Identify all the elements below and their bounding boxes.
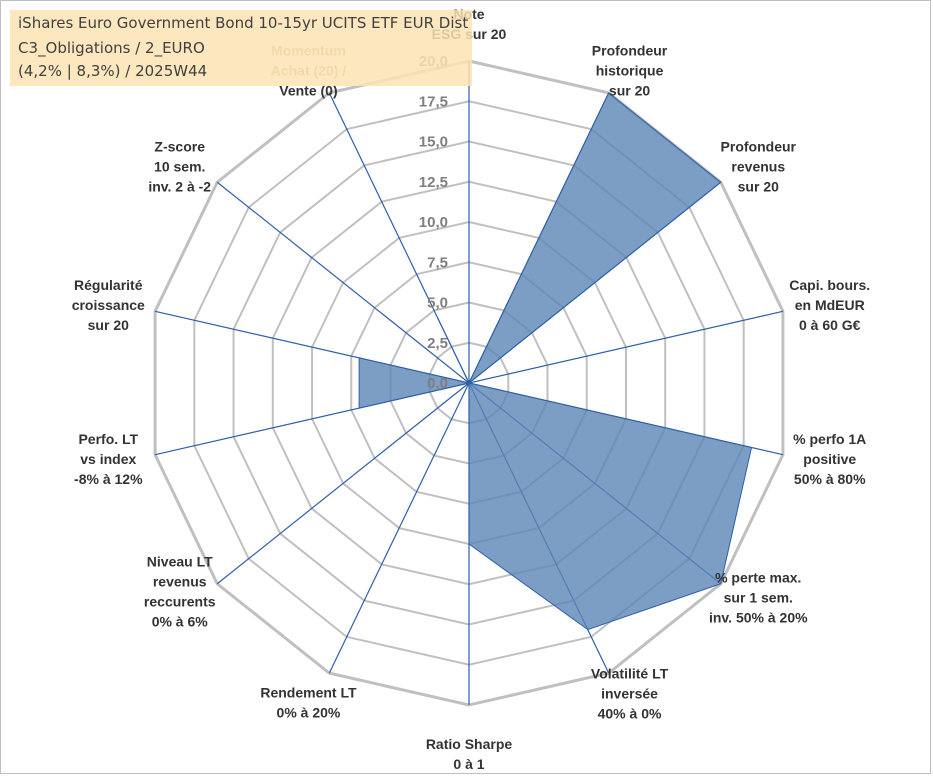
tick-label-0: 0,0 (427, 375, 448, 392)
axis-label-4-line-1: positive (803, 451, 856, 467)
axis-label-8-line-1: 0% à 20% (277, 705, 341, 721)
tick-label-5: 12,5 (419, 174, 448, 191)
axis-label-1-line-0: Profondeur (592, 42, 668, 58)
spoke-9 (216, 382, 470, 585)
spoke-8 (328, 382, 470, 674)
tick-label-2: 5,0 (427, 295, 448, 312)
axis-label-4-line-2: 50% à 80% (794, 471, 866, 487)
chart-title-line-1: iShares Euro Government Bond 10-15yr UCI… (18, 14, 469, 32)
axis-label-7: Ratio Sharpe 0 à 1 (426, 736, 513, 772)
axis-label-11: Régularité croissance sur 20 (72, 277, 145, 333)
axis-label-10-line-1: vs index (80, 451, 136, 467)
axis-label-8-line-0: Rendement LT (260, 685, 357, 701)
axis-label-2-line-0: Profondeur (721, 138, 797, 154)
axis-label-3: Capi. bours. en MdEUR 0 à 60 G€ (789, 277, 870, 333)
axis-label-9-line-1: revenus (153, 573, 207, 589)
tick-label-1: 2,5 (427, 335, 448, 352)
axis-label-5-line-0: % perte max. (715, 570, 801, 586)
axis-label-6-line-0: Volatilité LT (591, 666, 669, 682)
axis-label-6-line-2: 40% à 0% (598, 706, 662, 722)
axis-label-12-line-0: Z-score (154, 138, 205, 154)
axis-label-1-line-2: sur 20 (609, 82, 650, 98)
axis-label-6-line-1: inversée (601, 686, 658, 702)
axis-label-4-line-0: % perfo 1A (793, 431, 866, 447)
axis-label-12-line-1: 10 sem. (154, 158, 205, 174)
axis-label-8: Rendement LT 0% à 20% (260, 685, 357, 721)
axis-label-4: % perfo 1A positive 50% à 80% (793, 431, 866, 487)
title-box (10, 10, 472, 86)
axis-label-10-line-2: -8% à 12% (74, 471, 143, 487)
axis-label-3-line-1: en MdEUR (795, 297, 865, 313)
chart-title-line-3: (4,2% | 8,3%) / 2025W44 (18, 62, 208, 80)
chart-title-line-2: C3_Obligations / 2_EURO (18, 39, 205, 57)
axis-label-12-line-2: inv. 2 à -2 (148, 178, 211, 194)
tick-label-7: 17,5 (419, 93, 448, 110)
axis-label-5-line-2: inv. 50% à 20% (709, 610, 808, 626)
tick-label-4: 10,0 (419, 214, 448, 231)
axis-label-3-line-2: 0 à 60 G€ (799, 317, 861, 333)
spoke-3 (468, 310, 784, 384)
axis-label-9-line-3: 0% à 6% (152, 613, 209, 629)
axis-label-11-line-0: Régularité (74, 277, 143, 293)
axis-label-10: Perfo. LT vs index -8% à 12% (74, 431, 143, 487)
axis-label-1-line-1: historique (596, 62, 664, 78)
axis-label-9: Niveau LT revenus reccurents 0% à 6% (144, 553, 216, 629)
axis-label-3-line-0: Capi. bours. (789, 277, 870, 293)
axis-label-6: Volatilité LT inversée 40% à 0% (591, 666, 669, 722)
axis-label-11-line-2: sur 20 (88, 317, 129, 333)
axis-label-7-line-1: 0 à 1 (453, 756, 484, 772)
tick-label-3: 7,5 (427, 254, 448, 271)
tick-label-6: 15,0 (419, 134, 448, 151)
axis-label-2: Profondeur revenus sur 20 (721, 138, 797, 194)
axis-label-9-line-0: Niveau LT (147, 553, 213, 569)
axis-label-9-line-2: reccurents (144, 593, 216, 609)
axis-label-7-line-0: Ratio Sharpe (426, 736, 513, 752)
axis-label-10-line-0: Perfo. LT (78, 431, 138, 447)
axis-label-2-line-1: revenus (731, 158, 785, 174)
axis-label-12: Z-score 10 sem. inv. 2 à -2 (148, 138, 211, 194)
radar-series (358, 92, 753, 631)
axis-label-13-line-2: Vente (0) (279, 82, 337, 98)
axis-label-11-line-1: croissance (72, 297, 145, 313)
axis-label-5: % perte max. sur 1 sem. inv. 50% à 20% (709, 570, 808, 626)
axis-label-2-line-2: sur 20 (738, 178, 779, 194)
series-area (358, 92, 753, 631)
axis-label-5-line-1: sur 1 sem. (724, 590, 793, 606)
axis-label-1: Profondeur historique sur 20 (592, 42, 668, 98)
spoke-12 (216, 181, 470, 384)
radial-tick-labels: 0,02,55,07,510,012,515,017,520,0 (419, 53, 448, 392)
